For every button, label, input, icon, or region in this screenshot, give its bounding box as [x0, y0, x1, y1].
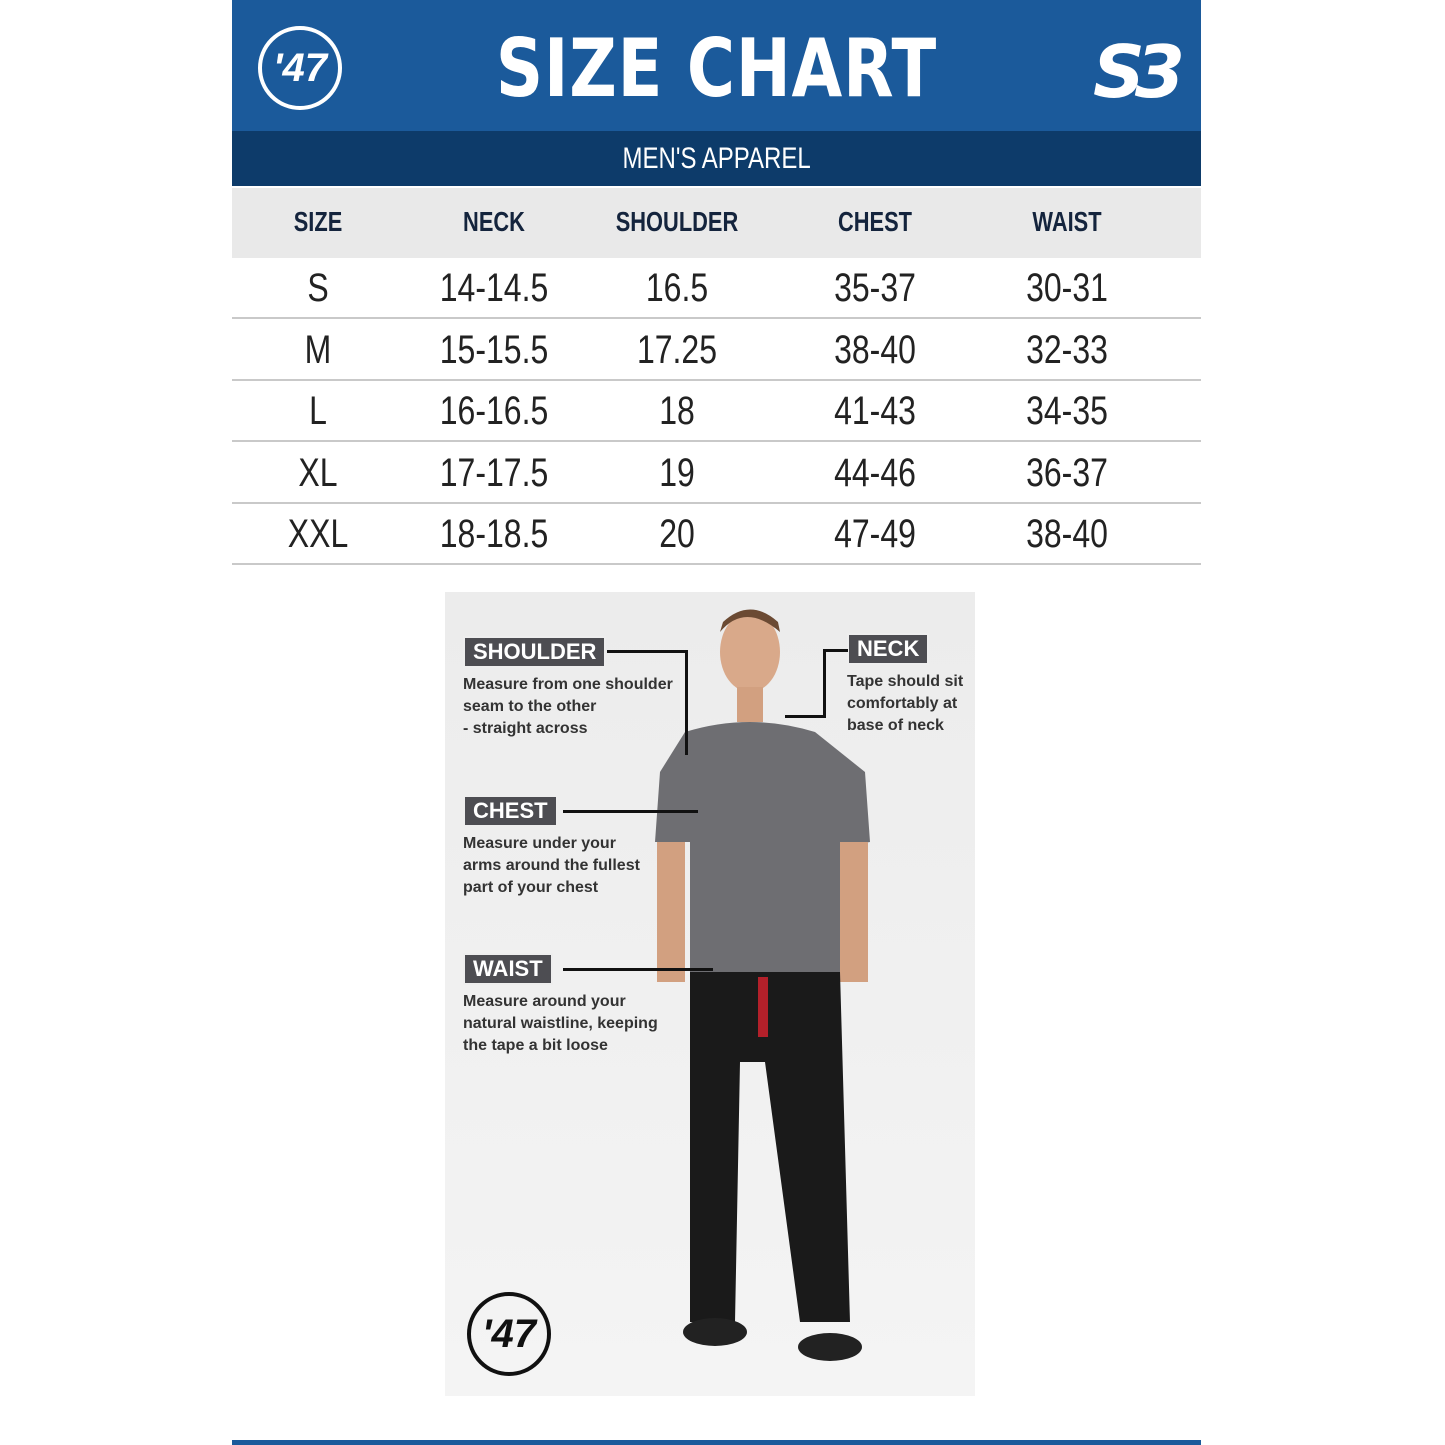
cell-waist: 30-31	[1026, 266, 1108, 310]
measurement-guide: SHOULDER Measure from one shoulder seam …	[445, 592, 975, 1396]
cell-waist: 38-40	[1026, 512, 1108, 556]
chest-label: CHEST	[463, 795, 558, 827]
model-figure	[655, 609, 870, 1361]
cell-size: L	[309, 389, 327, 433]
chest-description: Measure under your arms around the fulle…	[463, 835, 640, 896]
table-row: L 16-16.5 18 41-43 34-35	[232, 381, 1201, 442]
brand-47-logo-bottom: '47	[467, 1292, 551, 1376]
cell-waist: 34-35	[1026, 389, 1108, 433]
shoulder-pointer	[607, 650, 687, 653]
brand-47-logo: '47	[258, 26, 342, 110]
cell-chest: 38-40	[834, 327, 916, 372]
waist-label: WAIST	[463, 953, 553, 985]
cell-chest: 41-43	[834, 389, 916, 433]
waist-description: Measure around your natural waistline, k…	[463, 993, 658, 1054]
cell-neck: 14-14.5	[439, 266, 549, 310]
cell-shoulder: 16.5	[645, 266, 709, 310]
neck-pointer-vertical	[823, 649, 826, 717]
neck-pointer-horizontal	[785, 715, 826, 718]
neck-description: Tape should sit comfortably at base of n…	[847, 673, 964, 734]
table-row: M 15-15.5 17.25 38-40 32-33	[232, 320, 1201, 381]
brand-s3-logo: S3	[1093, 30, 1185, 114]
table-row: XL 17-17.5 19 44-46 36-37	[232, 443, 1201, 504]
cell-chest: 35-37	[834, 266, 916, 310]
cell-chest: 47-49	[834, 512, 916, 556]
column-header-neck: NECK	[463, 206, 525, 237]
subtitle: MEN'S APPAREL	[622, 142, 811, 175]
cell-size: S	[307, 266, 329, 310]
shoulder-description: Measure from one shoulder seam to the ot…	[463, 676, 673, 737]
cell-waist: 36-37	[1026, 450, 1108, 495]
column-header-shoulder: SHOULDER	[615, 206, 739, 237]
cell-size: XXL	[287, 512, 349, 556]
table-row: S 14-14.5 16.5 35-37 30-31	[232, 258, 1201, 319]
cell-chest: 44-46	[834, 450, 916, 495]
cell-neck: 18-18.5	[439, 512, 549, 556]
page-title: SIZE CHART	[495, 22, 938, 115]
subtitle-band: MEN'S APPAREL	[232, 131, 1201, 186]
cell-size: XL	[298, 450, 338, 495]
neck-pointer	[823, 649, 848, 652]
shoulder-label: SHOULDER	[463, 636, 607, 668]
header-banner: '47 SIZE CHART S3	[232, 0, 1201, 131]
cell-neck: 15-15.5	[439, 327, 549, 372]
table-row: XXL 18-18.5 20 47-49 38-40	[232, 504, 1201, 565]
bottom-rule	[232, 1440, 1201, 1445]
cell-shoulder: 18	[659, 389, 695, 433]
column-header-chest: CHEST	[837, 206, 913, 237]
column-header-size: SIZE	[293, 206, 343, 237]
cell-neck: 17-17.5	[439, 450, 549, 495]
chest-pointer	[563, 810, 698, 813]
cell-shoulder: 19	[659, 450, 695, 495]
cell-waist: 32-33	[1026, 327, 1108, 372]
cell-size: M	[304, 327, 332, 372]
cell-shoulder: 20	[659, 512, 695, 556]
shoulder-pointer-vertical	[685, 650, 688, 755]
cell-shoulder: 17.25	[636, 327, 718, 372]
column-header-waist: WAIST	[1032, 206, 1102, 237]
cell-neck: 16-16.5	[439, 389, 549, 433]
waist-pointer	[563, 968, 713, 971]
table-header: SIZE NECK SHOULDER CHEST WAIST	[232, 188, 1201, 258]
neck-label: NECK	[847, 633, 930, 665]
